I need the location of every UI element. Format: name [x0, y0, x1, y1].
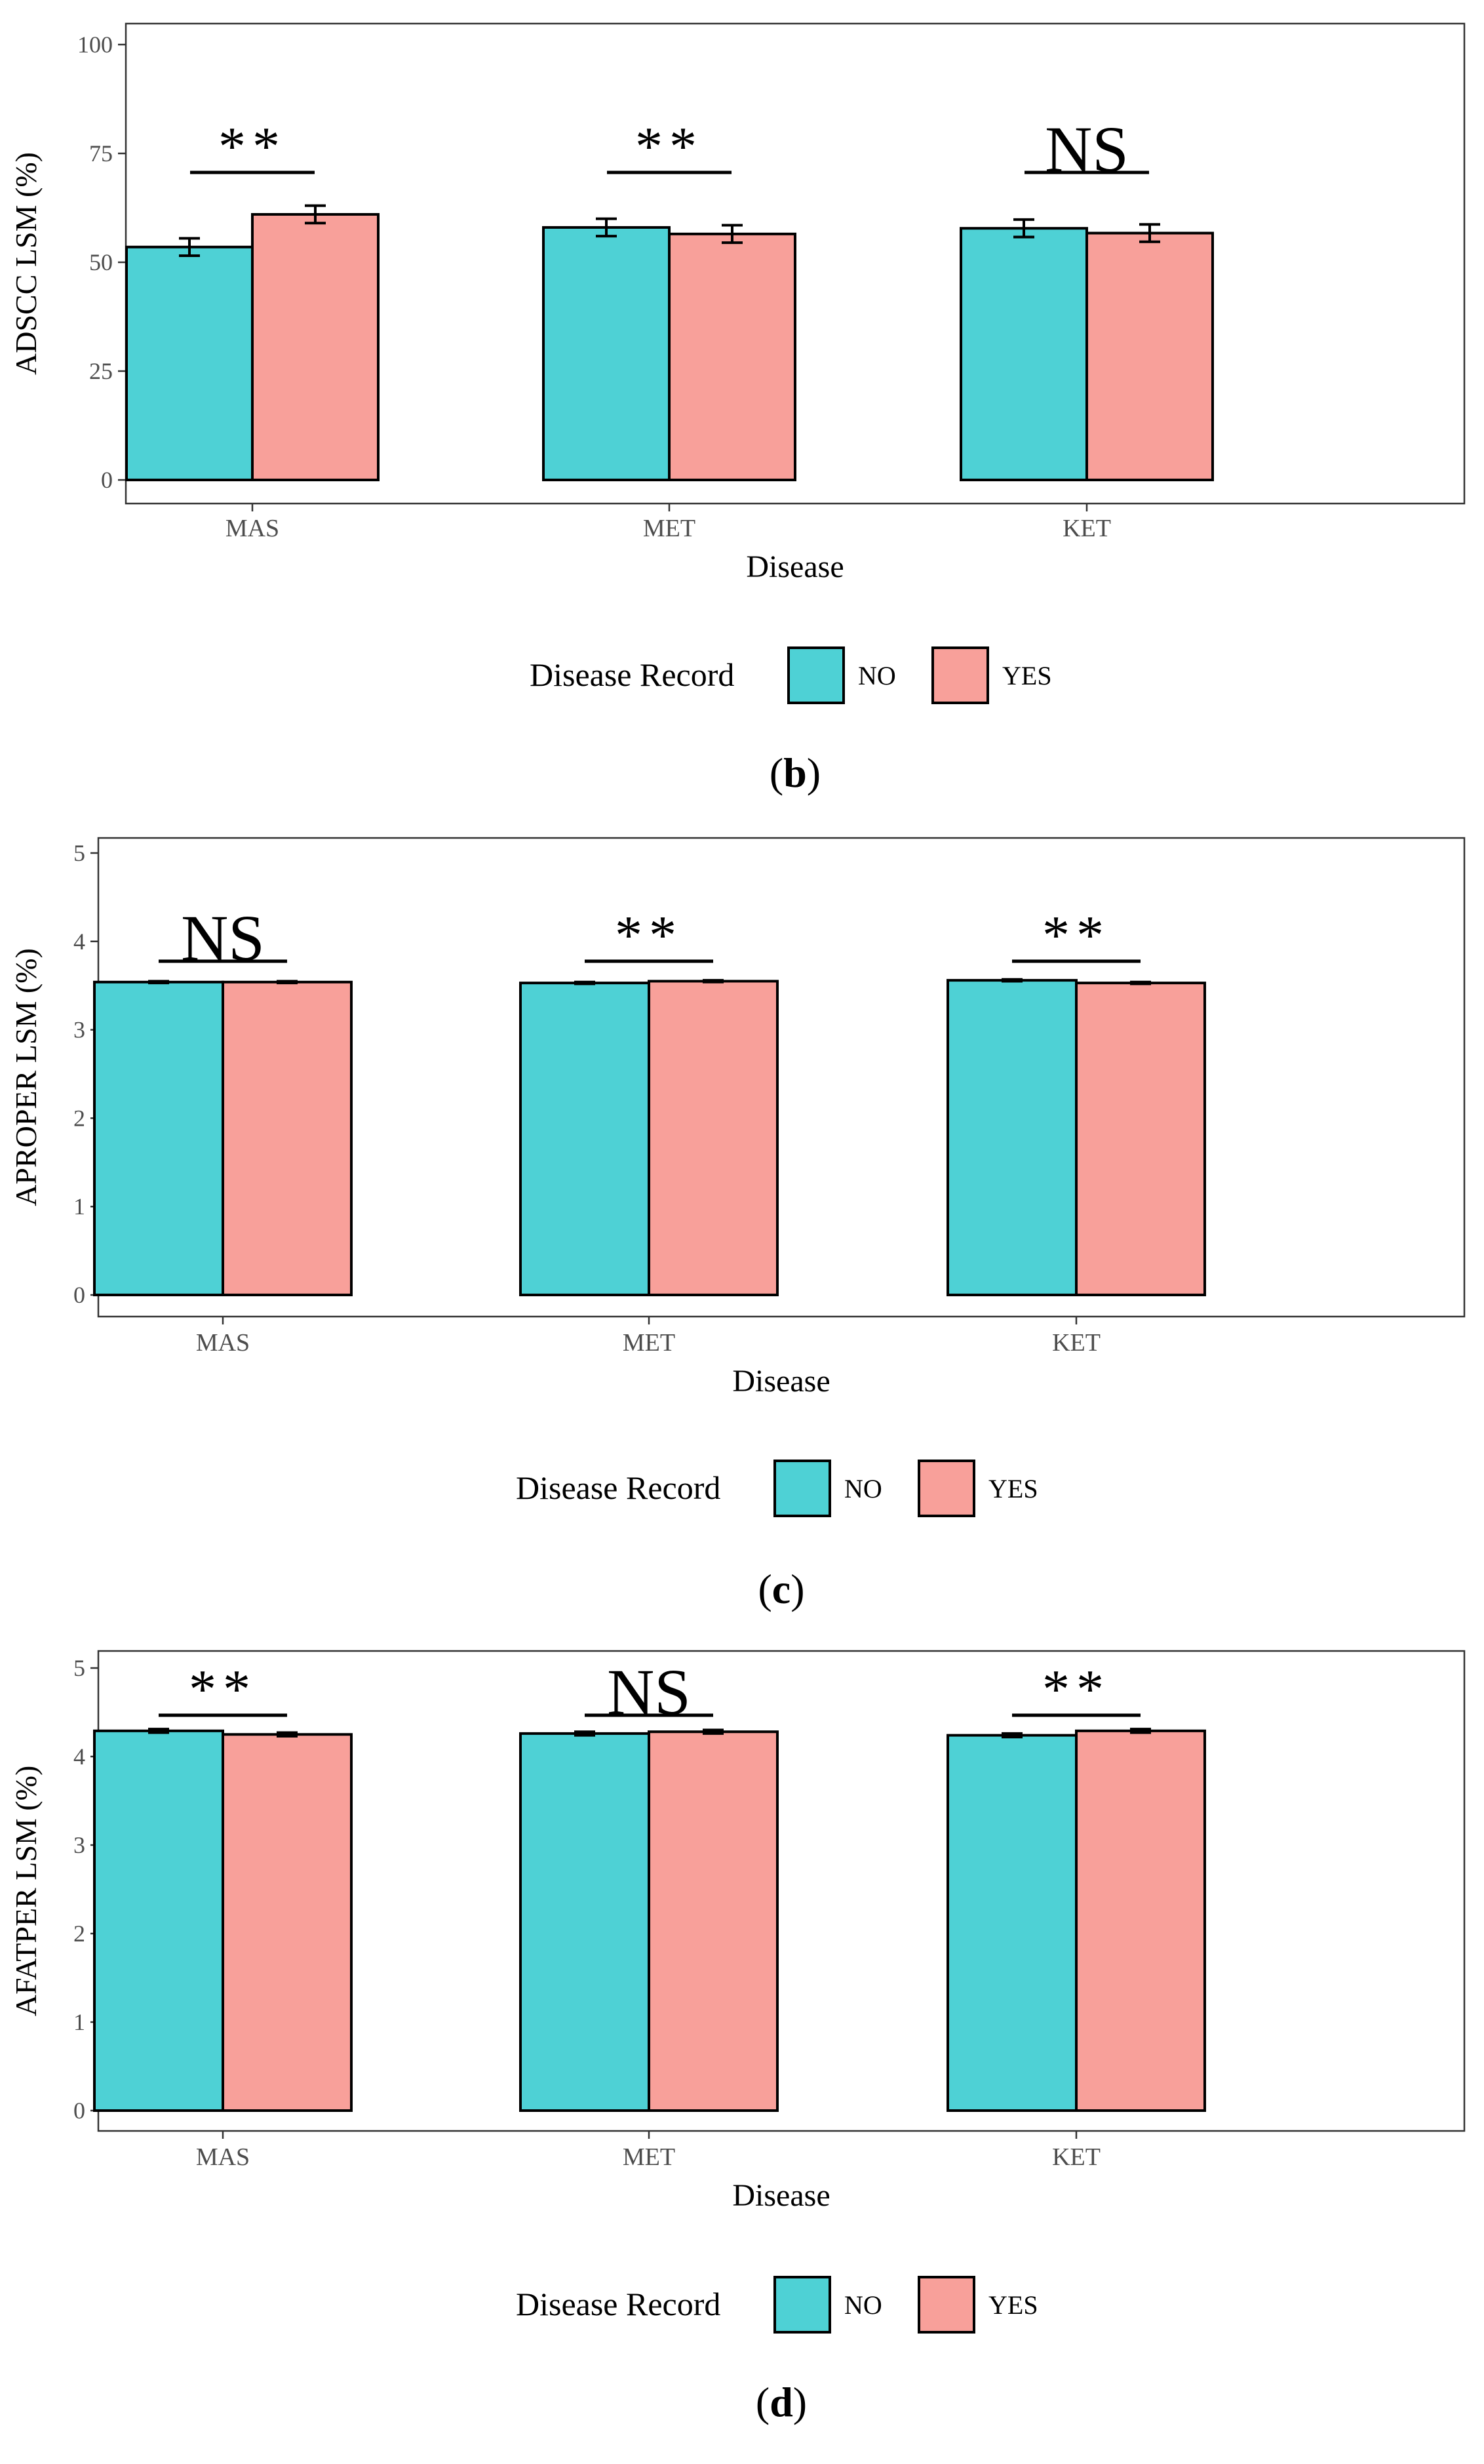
y-axis-label: APROPER LSM (%): [9, 948, 43, 1206]
y-tick-label: 50: [89, 249, 113, 275]
panel-label-letter: c: [772, 1566, 791, 1612]
significance-label: **: [1042, 905, 1110, 966]
y-tick-label: 0: [101, 467, 113, 493]
panel-label-paren: (: [756, 2379, 770, 2425]
y-tick-label: 1: [73, 2009, 85, 2035]
panel-c: 0 1 2 3 4 5 APROPER LSM (%) MAS NS MET ** KET ** Dise…: [9, 837, 1466, 1612]
legend-swatch-yes: [918, 2276, 975, 2334]
legend-label-yes: YES: [988, 2290, 1038, 2320]
panel-label-letter: b: [783, 749, 807, 796]
y-tick-label: 100: [77, 31, 113, 58]
x-axis-label: Disease: [732, 1364, 830, 1399]
bar-yes-ket: [1085, 231, 1214, 481]
y-tick-label: 5: [73, 1655, 85, 1681]
bar-no-ket: [947, 1734, 1078, 2113]
panel-label: (b): [770, 749, 821, 796]
bar-no-met: [542, 226, 671, 481]
y-tick-label: 25: [89, 358, 113, 384]
bar-no-mas: [93, 980, 224, 1296]
y-tick-label: 0: [73, 1282, 85, 1308]
significance-label: **: [1042, 1659, 1110, 1720]
bar-yes-ket: [1075, 1729, 1206, 2113]
bar-no-mas: [125, 245, 254, 481]
legend-title: Disease Record: [516, 2286, 720, 2322]
panel-b: 0 25 50 75 100 ADSCC LSM (%) MAS ** MET ** KET NS Di…: [9, 22, 1466, 796]
legend-label-yes: YES: [988, 1474, 1038, 1503]
y-tick-label: 4: [73, 1743, 85, 1770]
bar-yes-met: [668, 232, 796, 481]
y-tick-label: 1: [73, 1193, 85, 1220]
panel-label-paren: (: [758, 1566, 771, 1612]
panel-label-paren: (: [770, 749, 783, 796]
bar-no-ket: [960, 227, 1088, 481]
bar-no-met: [519, 982, 650, 1296]
legend-label-no: NO: [844, 1474, 882, 1503]
y-axis-label: AFATPER LSM (%): [9, 1766, 43, 2017]
panel-label-paren: ): [793, 2379, 807, 2425]
y-tick-label: 5: [73, 840, 85, 866]
bar-no-mas: [93, 1729, 224, 2113]
panel-label: (d): [756, 2379, 807, 2425]
panel-label: (c): [758, 1566, 804, 1612]
y-tick-label: 0: [73, 2097, 85, 2124]
significance-label: **: [635, 116, 703, 177]
legend-label-no: NO: [858, 661, 896, 690]
y-tick-label: 3: [73, 1017, 85, 1043]
legend: Disease Record NO YES: [516, 1460, 1038, 1517]
bar-yes-ket: [1075, 982, 1206, 1296]
y-tick-label: 3: [73, 1832, 85, 1858]
significance-label: **: [189, 1659, 257, 1720]
bar-no-ket: [947, 979, 1078, 1297]
significance-label: NS: [1045, 113, 1129, 186]
significance-label: NS: [607, 1656, 691, 1728]
bar-yes-met: [648, 980, 779, 1296]
y-tick-label: 4: [73, 928, 85, 955]
legend-title: Disease Record: [530, 656, 734, 693]
bar-yes-mas: [251, 212, 380, 481]
y-tick-label: 2: [73, 1105, 85, 1131]
legend: Disease Record NO YES: [530, 646, 1052, 704]
significance-label: **: [615, 905, 683, 966]
x-tick-label: MET: [623, 1329, 675, 1357]
bar-yes-met: [648, 1730, 779, 2112]
legend-swatch-no: [787, 646, 845, 704]
x-axis-label: Disease: [746, 549, 844, 584]
panel-label-paren: ): [791, 1566, 804, 1612]
x-tick-label: MAS: [225, 515, 279, 542]
y-tick-label: 2: [73, 1920, 85, 1947]
significance-label: **: [218, 116, 286, 177]
x-tick-label: KET: [1052, 1329, 1101, 1357]
bar-yes-mas: [222, 980, 353, 1296]
bar-yes-mas: [222, 1733, 353, 2112]
legend: Disease Record NO YES: [516, 2276, 1038, 2334]
x-tick-label: KET: [1052, 2143, 1101, 2171]
legend-label-yes: YES: [1002, 661, 1052, 690]
x-axis-label: Disease: [732, 2178, 830, 2213]
panel-d: 0 1 2 3 4 5 AFATPER LSM (%) MAS ** MET NS KET ** Dise…: [9, 1650, 1466, 2425]
x-tick-label: MAS: [196, 1329, 250, 1357]
legend-swatch-no: [773, 1460, 831, 1517]
legend-title: Disease Record: [516, 1469, 720, 1506]
panel-label-paren: ): [807, 749, 821, 796]
x-tick-label: MET: [643, 515, 695, 542]
significance-label: NS: [181, 902, 265, 974]
bar-no-met: [519, 1732, 650, 2112]
x-tick-label: MAS: [196, 2143, 250, 2171]
legend-swatch-yes: [918, 1460, 975, 1517]
legend-swatch-no: [773, 2276, 831, 2334]
y-axis-label: ADSCC LSM (%): [9, 152, 43, 375]
panel-label-letter: d: [770, 2379, 793, 2425]
legend-swatch-yes: [931, 646, 989, 704]
legend-label-no: NO: [844, 2290, 882, 2320]
y-tick-label: 75: [89, 140, 113, 167]
x-tick-label: KET: [1063, 515, 1111, 542]
x-tick-label: MET: [623, 2143, 675, 2171]
